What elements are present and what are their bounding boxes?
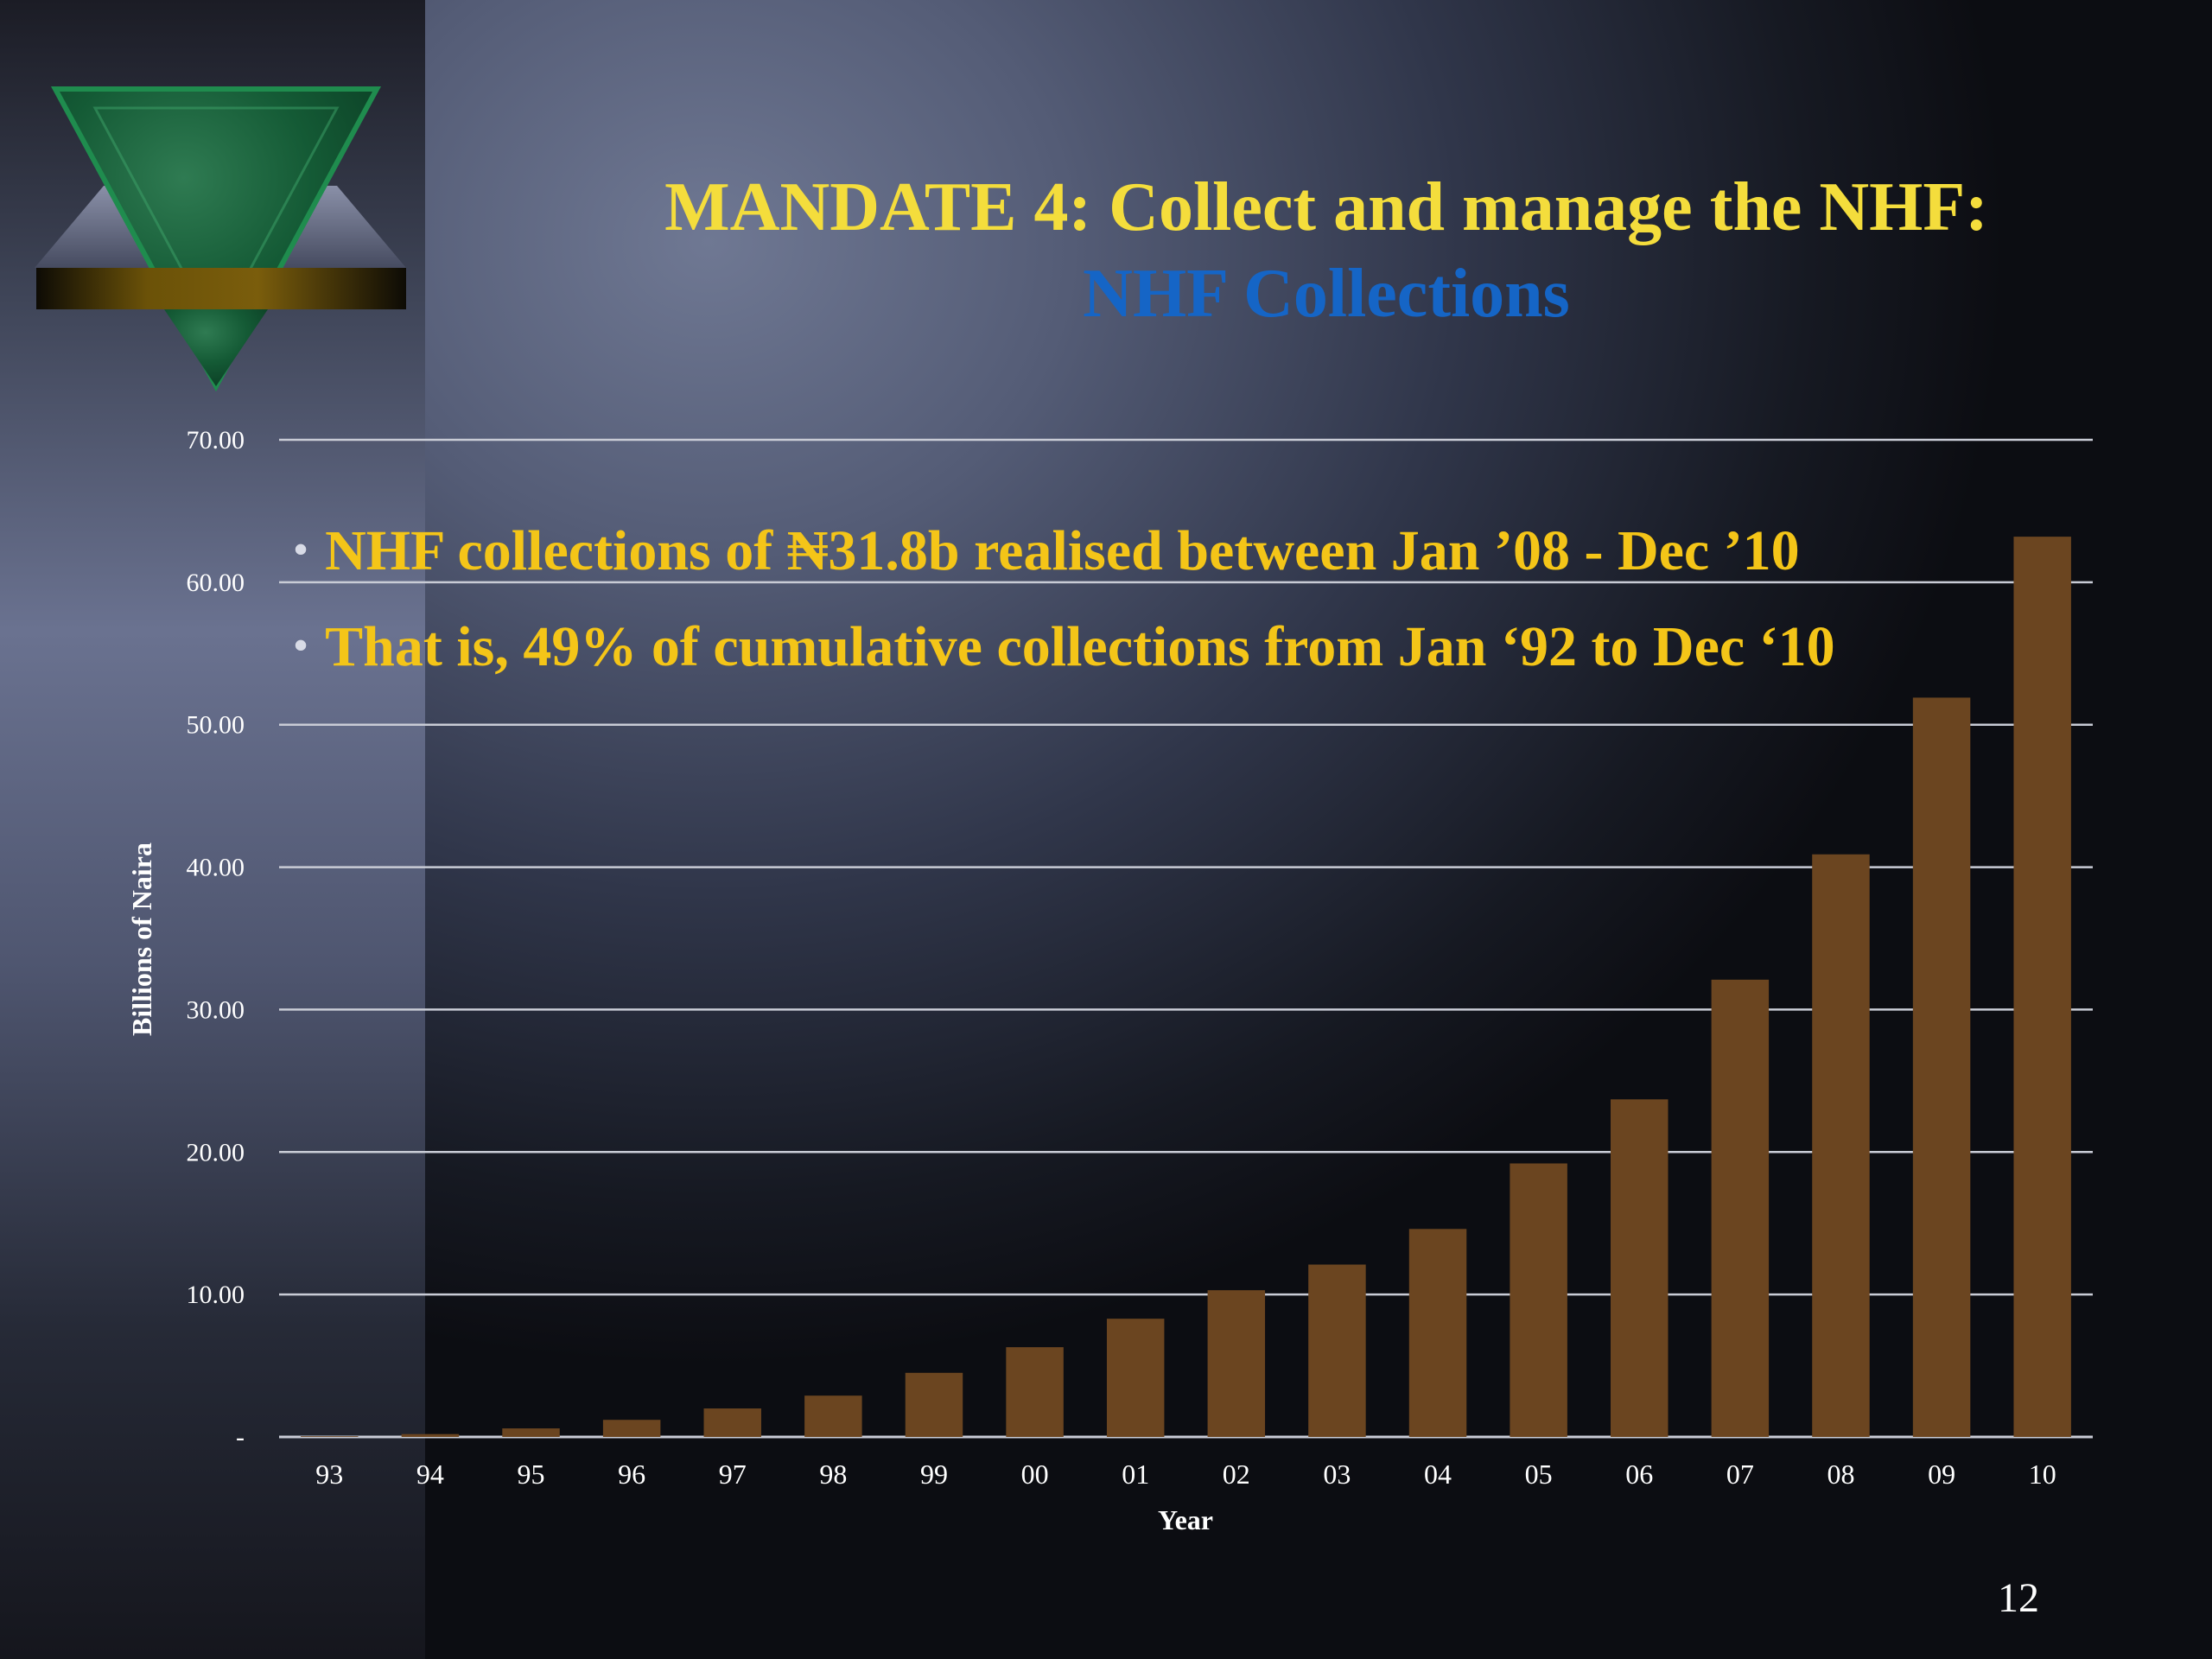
x-tick-label: 02 xyxy=(1223,1459,1250,1490)
bar-02 xyxy=(1207,1290,1266,1437)
x-tick-label: 10 xyxy=(2029,1459,2056,1490)
x-tick-label: 95 xyxy=(518,1459,545,1490)
bar-96 xyxy=(602,1420,661,1437)
y-tick-label: 60.00 xyxy=(187,569,245,597)
bullet-item: • NHF collections of ₦31.8b realised betw… xyxy=(294,505,2108,601)
bar-98 xyxy=(804,1395,862,1437)
y-tick-label: 30.00 xyxy=(187,995,245,1024)
x-tick-label: 00 xyxy=(1021,1459,1049,1490)
x-tick-label: 01 xyxy=(1122,1459,1149,1490)
x-tick-label: 99 xyxy=(920,1459,948,1490)
y-tick-label: - xyxy=(236,1423,245,1452)
green-inverted-triangle-logo xyxy=(35,86,406,392)
slide-title: MANDATE 4: Collect and manage the NHF: xyxy=(664,169,1988,245)
bar-94 xyxy=(401,1433,460,1437)
x-tick-label: 06 xyxy=(1625,1459,1653,1490)
y-axis-title: Billions of Naira xyxy=(126,842,157,1036)
x-tick-label: 08 xyxy=(1827,1459,1854,1490)
y-tick-label: 70.00 xyxy=(187,426,245,454)
y-tick-label: 40.00 xyxy=(187,854,245,882)
x-tick-label: 93 xyxy=(315,1459,343,1490)
bar-00 xyxy=(1006,1347,1064,1437)
bar-04 xyxy=(1408,1229,1467,1437)
bar-97 xyxy=(703,1408,761,1437)
y-tick-label: 10.00 xyxy=(187,1281,245,1309)
x-tick-labels: 93 94 95 96 97 98 99 00 01 02 03 04 05 06 07 08 09 10 xyxy=(315,1459,2056,1490)
gridlines xyxy=(279,438,2093,1439)
x-tick-label: 97 xyxy=(719,1459,747,1490)
x-tick-label: 94 xyxy=(416,1459,444,1490)
y-tick-label: 20.00 xyxy=(187,1138,245,1166)
bullet-dot-icon: • xyxy=(294,623,308,667)
x-tick-label: 04 xyxy=(1424,1459,1452,1490)
bar-03 xyxy=(1308,1264,1366,1437)
bullet-text: NHF collections of ₦31.8b realised betwe… xyxy=(325,519,1800,582)
page-number: 12 xyxy=(1998,1575,2039,1621)
x-tick-label: 96 xyxy=(618,1459,645,1490)
x-tick-label: 09 xyxy=(1928,1459,1955,1490)
x-tick-label: 98 xyxy=(819,1459,847,1490)
y-tick-label: 50.00 xyxy=(187,711,245,740)
slide-subtitle: NHF Collections xyxy=(1083,256,1570,332)
bar-01 xyxy=(1106,1319,1165,1437)
bar-08 xyxy=(1812,854,1870,1437)
bullet-list: • NHF collections of ₦31.8b realised betw… xyxy=(294,505,2108,697)
bar-05 xyxy=(1510,1163,1567,1437)
bar-10 xyxy=(2013,537,2071,1438)
bullet-item: • That is, 49% of cumulative collections … xyxy=(294,601,2108,697)
x-tick-label: 07 xyxy=(1726,1459,1754,1490)
bar-99 xyxy=(905,1372,963,1437)
bullet-dot-icon: • xyxy=(294,527,308,571)
bar-07 xyxy=(1711,979,1770,1437)
x-tick-label: 03 xyxy=(1323,1459,1351,1490)
bar-93 xyxy=(301,1436,359,1437)
bar-09 xyxy=(1912,697,1971,1437)
bullet-text: That is, 49% of cumulative collections f… xyxy=(325,615,1835,678)
bar-06 xyxy=(1611,1099,1669,1437)
x-axis-title: Year xyxy=(1158,1504,1213,1535)
y-tick-labels: - 10.00 20.00 30.00 40.00 50.00 60.00 70.00 xyxy=(187,426,245,1452)
x-tick-label: 05 xyxy=(1525,1459,1553,1490)
bars xyxy=(301,537,2071,1438)
bar-95 xyxy=(502,1428,560,1437)
